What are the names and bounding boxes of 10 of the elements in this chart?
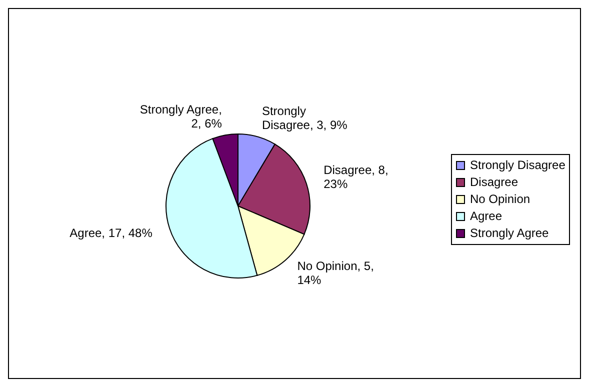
legend-label: Strongly Agree [470, 225, 549, 242]
data-label: Strongly Disagree, 3, 9% [262, 104, 348, 132]
data-label: Agree, 17, 48% [70, 226, 153, 240]
legend-label: Agree [470, 208, 502, 225]
data-label: Strongly Agree, 2, 6% [140, 102, 222, 131]
data-label: Disagree, 8, 23% [324, 163, 388, 192]
legend-label: Disagree [470, 174, 518, 191]
data-label: No Opinion, 5, 14% [297, 258, 374, 287]
legend-label: No Opinion [470, 191, 530, 208]
legend-label: Strongly Disagree [470, 157, 566, 174]
